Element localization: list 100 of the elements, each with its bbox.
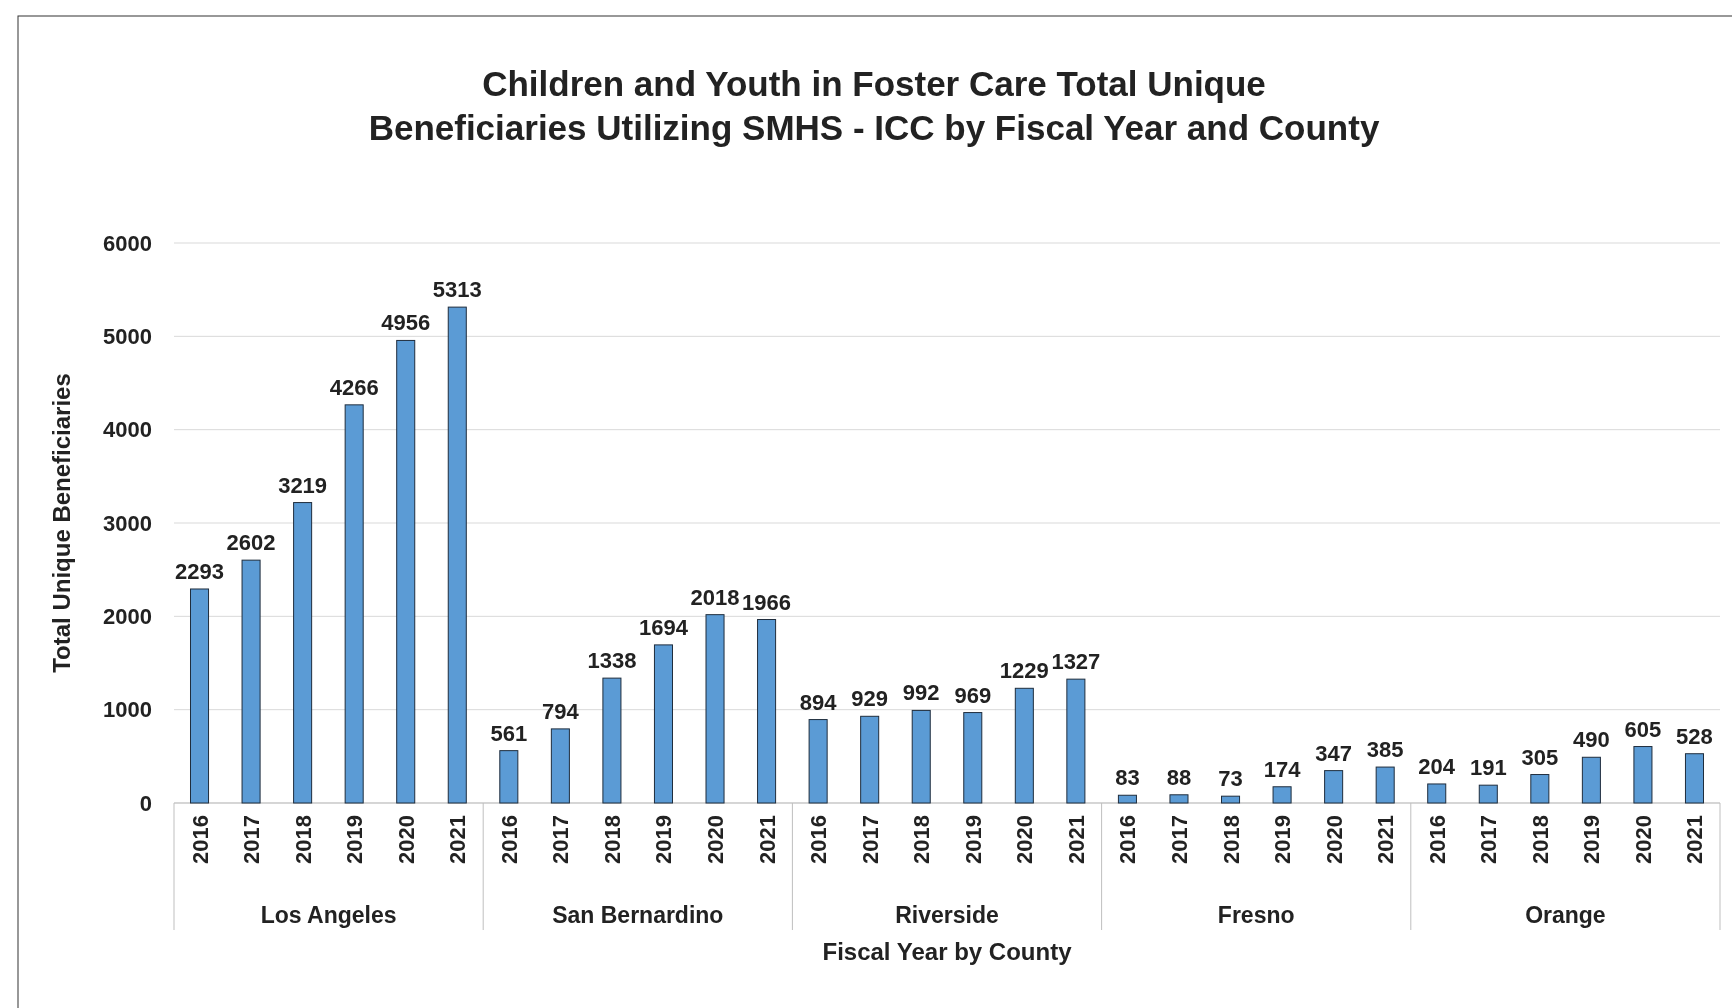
x-tick-label: 2018 xyxy=(1527,815,1553,864)
bar xyxy=(293,502,313,804)
bar xyxy=(1014,687,1034,804)
data-label: 88 xyxy=(1166,764,1192,790)
x-tick-label: 2018 xyxy=(599,815,625,864)
x-tick-label: 2016 xyxy=(496,815,522,864)
x-tick-label: 2021 xyxy=(1063,815,1089,864)
x-tick-label: 2019 xyxy=(960,815,986,864)
bar xyxy=(447,306,467,804)
data-label: 2018 xyxy=(690,584,740,610)
bar xyxy=(1478,784,1498,804)
bar xyxy=(241,559,261,804)
bar xyxy=(1581,756,1601,804)
data-label: 3219 xyxy=(278,472,328,498)
x-tick-label: 2017 xyxy=(857,815,883,864)
y-tick-label: 0 xyxy=(139,790,152,816)
x-tick-label: 2018 xyxy=(290,815,316,864)
x-tick-label: 2017 xyxy=(1166,815,1192,864)
data-label: 1694 xyxy=(639,614,689,640)
bar xyxy=(1375,766,1395,804)
data-label: 2293 xyxy=(175,558,224,584)
data-label: 561 xyxy=(490,720,528,746)
y-tick-label: 1000 xyxy=(103,697,152,723)
x-tick-label: 2020 xyxy=(393,815,419,864)
bar xyxy=(1324,770,1344,804)
x-tick-label: 2019 xyxy=(1579,815,1605,864)
text: Riverside xyxy=(895,902,999,928)
data-label: 1229 xyxy=(999,658,1049,684)
x-tick-label: 2017 xyxy=(548,815,574,864)
data-label: 528 xyxy=(1676,723,1713,749)
bar xyxy=(602,677,622,804)
x-tick-label: 2017 xyxy=(1476,815,1502,864)
data-label: 992 xyxy=(902,680,940,706)
data-label: 2602 xyxy=(226,530,276,556)
bar xyxy=(808,719,828,804)
bar xyxy=(1633,746,1653,804)
data-label: 969 xyxy=(954,682,992,708)
data-label: 1966 xyxy=(742,589,792,615)
x-tick-label: 2018 xyxy=(1218,815,1244,864)
y-tick-label: 4000 xyxy=(103,417,152,443)
data-label: 1338 xyxy=(587,648,637,674)
x-tick-label: 2020 xyxy=(1012,815,1038,864)
x-axis-title: Fiscal Year by County xyxy=(822,938,1073,965)
x-tick-label: 2019 xyxy=(1270,815,1296,864)
text: San Bernardino xyxy=(552,902,724,928)
data-label: 83 xyxy=(1115,765,1140,791)
bar xyxy=(653,644,673,804)
x-tick-label: 2016 xyxy=(806,815,832,864)
bar xyxy=(1066,678,1086,804)
bar xyxy=(1530,774,1550,804)
data-label: 204 xyxy=(1418,753,1456,779)
data-label: 894 xyxy=(799,689,838,715)
bar xyxy=(860,715,880,804)
y-tick-label: 6000 xyxy=(103,230,152,256)
bar xyxy=(705,614,725,804)
bar xyxy=(757,619,777,804)
bar xyxy=(396,339,416,804)
y-tick-label: 2000 xyxy=(103,604,152,630)
text: Los Angeles xyxy=(260,902,397,928)
data-label: 605 xyxy=(1624,716,1662,742)
x-tick-label: 2020 xyxy=(703,815,729,864)
bar xyxy=(1427,783,1447,804)
x-tick-label: 2018 xyxy=(909,815,935,864)
data-label: 794 xyxy=(542,698,580,724)
chart-title: Children and Youth in Foster Care Total Unique Beneficiaries Utilizing SMHS - ICC by Fiscal Year and County xyxy=(368,64,1380,147)
data-label: 385 xyxy=(1366,737,1404,763)
bar xyxy=(499,750,519,804)
x-tick-label: 2016 xyxy=(1115,815,1141,864)
bar xyxy=(1117,794,1137,804)
data-label: 305 xyxy=(1521,744,1559,770)
x-tick-label: 2021 xyxy=(445,815,471,864)
y-tick-label: 3000 xyxy=(103,510,152,536)
bar xyxy=(1221,795,1241,804)
x-tick-label: 2016 xyxy=(187,815,213,864)
data-label: 929 xyxy=(851,686,889,712)
data-label: 490 xyxy=(1573,727,1610,753)
y-axis-title: Total Unique Beneficiaries xyxy=(48,373,75,673)
data-label: 347 xyxy=(1315,740,1352,766)
bar xyxy=(963,712,983,804)
bar xyxy=(1169,794,1189,804)
text: Orange xyxy=(1525,902,1606,928)
data-label: 191 xyxy=(1469,755,1507,781)
data-label: 73 xyxy=(1218,766,1243,792)
x-tick-label: 2019 xyxy=(651,815,677,864)
bar xyxy=(190,588,210,804)
x-tick-label: 2021 xyxy=(1682,815,1708,864)
bar xyxy=(1684,753,1704,804)
x-tick-label: 2016 xyxy=(1424,815,1450,864)
y-tick-label: 5000 xyxy=(103,324,152,350)
data-label: 1327 xyxy=(1051,649,1101,675)
x-tick-label: 2021 xyxy=(1373,815,1399,864)
bar xyxy=(550,728,570,804)
bar xyxy=(344,404,364,804)
x-tick-label: 2017 xyxy=(239,815,265,864)
bar xyxy=(1272,786,1292,804)
x-tick-label: 2019 xyxy=(342,815,368,864)
data-label: 4266 xyxy=(329,374,379,400)
x-tick-label: 2021 xyxy=(754,815,780,864)
bar xyxy=(911,709,931,804)
data-label: 174 xyxy=(1263,756,1302,782)
